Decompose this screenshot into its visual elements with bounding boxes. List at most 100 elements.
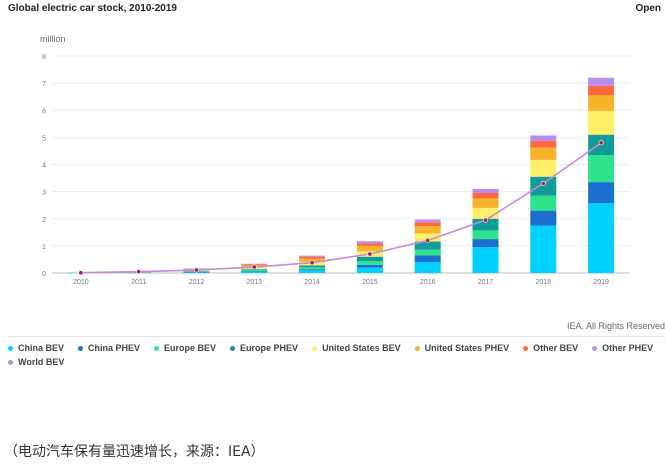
legend-swatch — [8, 359, 13, 365]
bar-segment — [472, 207, 499, 219]
bar-segment — [241, 271, 268, 272]
bar-segment — [472, 188, 499, 193]
bar-segment — [530, 140, 557, 148]
open-link[interactable]: Open — [635, 3, 661, 14]
legend-item: United States BEV — [312, 343, 401, 353]
bar-segment — [472, 247, 499, 273]
bar-segment — [530, 176, 557, 196]
world-bev-point — [309, 260, 315, 266]
bar-segment — [588, 95, 615, 111]
bar-segment — [472, 230, 499, 240]
world-bev-point — [367, 251, 373, 257]
bar-segment — [356, 243, 383, 246]
legend-label: Europe PHEV — [240, 343, 299, 353]
legend-label: World BEV — [18, 357, 65, 367]
legend-swatch — [78, 345, 84, 351]
bar-segment — [299, 267, 326, 270]
chart-legend: China BEV China PHEV Europe BEV Europe PHEV… — [8, 343, 658, 367]
legend-swatch — [8, 345, 13, 351]
bar-segment — [414, 255, 441, 263]
bar-segment — [356, 241, 383, 244]
bar-segment — [414, 226, 441, 234]
bar-segment — [241, 270, 268, 272]
legend-item: Other PHEV — [592, 343, 653, 353]
bar-segment — [530, 147, 557, 160]
bar-segment — [414, 262, 441, 273]
legend-label: United States BEV — [322, 343, 401, 353]
bar-segment — [299, 256, 326, 259]
x-tick-label: 2015 — [362, 279, 378, 286]
y-tick-label: 7 — [42, 81, 46, 88]
bar-segment — [472, 218, 499, 231]
bar-segment — [530, 195, 557, 211]
world-bev-point — [425, 237, 431, 243]
y-tick-label: 2 — [42, 217, 46, 224]
x-tick-label: 2013 — [247, 279, 263, 286]
world-bev-point — [540, 180, 546, 186]
x-tick-label: 2011 — [131, 279, 146, 286]
legend-item: United States PHEV — [414, 343, 509, 353]
x-tick-label: 2016 — [420, 279, 436, 286]
legend-label: China BEV — [18, 343, 65, 353]
bar-segment — [356, 261, 383, 265]
y-tick-label: 8 — [42, 54, 46, 61]
legend-item: World BEV — [8, 357, 64, 367]
y-tick-label: 3 — [42, 190, 46, 197]
stacked-bar-chart: 0 1 2 3 4 5 6 7 8 2010 2011 2012 2013 2014 2015 2016 201… — [42, 54, 630, 286]
bar-segment — [414, 249, 441, 256]
bar-segment — [299, 269, 326, 271]
y-tick-label: 0 — [42, 271, 46, 278]
y-tick-label: 5 — [42, 135, 46, 142]
bar-segment — [414, 233, 441, 242]
bar-segment — [299, 255, 326, 257]
y-tick-label: 4 — [42, 163, 46, 170]
bar-segment — [183, 272, 210, 273]
y-tick-label: 6 — [42, 108, 46, 115]
x-tick-label: 2019 — [593, 279, 609, 286]
bar-segment — [414, 219, 441, 223]
legend-item: China PHEV — [78, 343, 140, 353]
legend-swatch — [523, 345, 529, 351]
legend-swatch — [592, 345, 598, 351]
bar-segment — [472, 239, 499, 248]
bar-segment — [472, 198, 499, 208]
bar-segment — [530, 159, 557, 177]
bar-segment — [356, 264, 383, 268]
y-axis-unit-label: million — [40, 34, 66, 44]
x-tick-label: 2010 — [73, 279, 89, 286]
bar-segment — [472, 192, 499, 199]
bar-segment — [414, 222, 441, 227]
world-bev-point — [482, 217, 488, 223]
bar-segment — [356, 256, 383, 262]
y-tick-label: 1 — [42, 244, 46, 251]
legend-label: Other PHEV — [602, 343, 654, 353]
bar-segment — [588, 85, 615, 96]
legend-item: China BEV — [8, 343, 64, 353]
world-bev-point — [78, 270, 84, 276]
bar-segment — [530, 135, 557, 141]
world-bev-point — [598, 140, 604, 146]
legend-item: Other BEV — [523, 343, 578, 353]
source-credit: IEA. All Rights Reserved — [566, 321, 665, 331]
legend-swatch — [230, 345, 236, 351]
image-caption: （电动汽车保有量迅速增长，来源：IEA） — [4, 444, 265, 460]
x-tick-label: 2014 — [304, 279, 320, 286]
legend-label: China PHEV — [88, 343, 141, 353]
x-tick-label: 2017 — [478, 279, 494, 286]
bar-segment — [356, 245, 383, 252]
bar-segment — [588, 182, 615, 204]
divider — [8, 336, 665, 337]
bar-segment — [241, 271, 268, 273]
legend-item: Europe PHEV — [230, 343, 298, 353]
x-tick-label: 2012 — [189, 279, 205, 286]
legend-swatch — [154, 345, 160, 351]
bar-segment — [530, 225, 557, 273]
bar-segment — [530, 210, 557, 226]
bar-segment — [414, 241, 441, 250]
legend-swatch — [414, 345, 420, 351]
bar-segment — [588, 110, 615, 135]
legend-item: Europe BEV — [154, 343, 216, 353]
world-bev-point — [194, 267, 200, 273]
bar-segment — [299, 265, 326, 268]
bar-segment — [588, 203, 615, 273]
